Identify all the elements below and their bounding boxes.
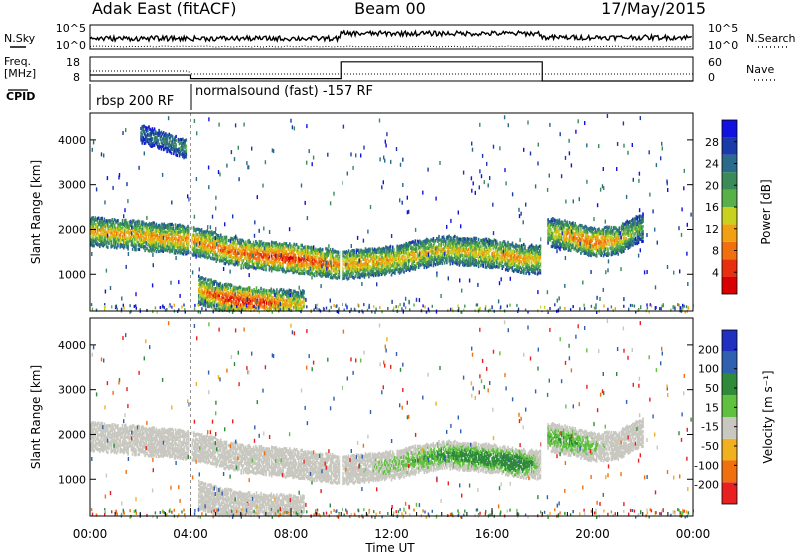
nave-line — [90, 70, 693, 75]
date-title: 17/May/2015 — [601, 0, 706, 18]
power-panel-frame — [89, 112, 694, 312]
freq-trace — [90, 61, 693, 82]
power-colorbar-label: Power [dB] — [759, 179, 773, 244]
time-tick-label: 20:00 — [575, 527, 610, 541]
colorbar-tick-label: 16 — [705, 201, 719, 214]
range-tick-label: 2000 — [58, 223, 86, 236]
nsky-right-tick-top: 10^5 — [708, 22, 738, 35]
time-tick-label: 04:00 — [173, 527, 208, 541]
freq-left-tick-bottom: 8 — [73, 71, 80, 84]
colorbar-swatch — [722, 438, 737, 461]
colorbar-tick-label: 15 — [705, 401, 719, 414]
station-title: Adak East (fitACF) — [92, 0, 236, 18]
colorbar-swatch — [722, 120, 737, 138]
time-tick-label: 12:00 — [374, 527, 409, 541]
nsky-right-tick-bottom: 10^0 — [708, 39, 738, 52]
colorbar-swatch — [722, 241, 737, 260]
power-ylabel: Slant Range [km] — [29, 160, 43, 264]
range-tick-label: 4000 — [58, 134, 86, 147]
colorbar-tick-label: 12 — [705, 223, 719, 236]
colorbar-tick-label: -50 — [701, 440, 719, 453]
time-tick-label: 08:00 — [274, 527, 309, 541]
colorbar-swatch — [722, 373, 737, 396]
freq-line — [90, 61, 693, 82]
freq-unit-label: [MHz] — [4, 67, 36, 80]
freq-left-tick-top: 18 — [66, 56, 80, 69]
nsearch-line — [89, 45, 694, 48]
colorbar-swatch — [722, 330, 737, 352]
time-tick-label: 16:00 — [475, 527, 510, 541]
colorbar-swatch — [722, 154, 737, 173]
range-tick-label: 2000 — [58, 428, 86, 441]
freq-right-tick-bottom: 0 — [708, 71, 715, 84]
nsky-line — [89, 29, 693, 44]
colorbar-tick-label: 24 — [705, 158, 719, 171]
colorbar-swatch — [722, 207, 737, 225]
freq-label: Freq. — [4, 55, 31, 68]
cpid-program-2: normalsound (fast) -157 RF — [195, 84, 373, 99]
colorbar-tick-label: 28 — [705, 136, 719, 149]
colorbar-tick-label: 20 — [705, 179, 719, 192]
beam-title: Beam 00 — [354, 0, 426, 18]
colorbar-tick-label: -15 — [701, 421, 719, 434]
colorbar-swatch — [722, 259, 737, 277]
colorbar-swatch — [722, 172, 737, 190]
power-y-axis: 4000 3000 2000 1000 — [58, 134, 693, 281]
velocity-colorbar-label: Velocity [m s⁻¹] — [761, 370, 775, 463]
power-echo-data — [90, 113, 694, 314]
nsky-left-tick-bottom: 10^0 — [56, 39, 86, 52]
range-tick-label: 1000 — [58, 473, 86, 486]
colorbar-tick-label: 4 — [712, 266, 719, 279]
colorbar-tick-label: 50 — [705, 382, 719, 395]
nsky-trace — [89, 29, 694, 48]
colorbar-tick-label: -200 — [694, 479, 719, 492]
time-tick-label: 00:00 — [73, 527, 108, 541]
freq-right-tick-top: 60 — [708, 56, 722, 69]
nsearch-label: N.Search — [746, 32, 796, 45]
range-tick-label: 4000 — [58, 339, 86, 352]
colorbar-swatch — [722, 224, 737, 242]
nsky-panel-frame — [89, 24, 694, 50]
time-axis-label: Time UT — [364, 541, 415, 554]
range-tick-label: 3000 — [58, 384, 86, 397]
nsky-label: N.Sky — [4, 32, 36, 45]
time-tick-label: 00:00 — [676, 527, 711, 541]
colorbar-swatch — [722, 417, 737, 439]
colorbar-swatch — [722, 276, 737, 294]
cpid-label: CPID — [6, 90, 35, 103]
velocity-colorbar: 200 100 50 15 -15 -50 -100 -200 — [694, 329, 738, 505]
velocity-ylabel: Slant Range [km] — [29, 365, 43, 469]
nsky-left-tick-top: 10^5 — [56, 22, 86, 35]
nave-label: Nave — [746, 63, 774, 76]
colorbar-swatch — [722, 189, 737, 207]
cpid-program-1: rbsp 200 RF — [96, 94, 174, 109]
freq-panel-frame — [89, 56, 694, 82]
colorbar-tick-label: 200 — [698, 343, 719, 356]
velocity-panel-frame — [89, 317, 694, 517]
colorbar-tick-label: -100 — [694, 459, 719, 472]
power-colorbar: 28 24 20 16 12 8 4 — [705, 119, 738, 295]
colorbar-tick-label: 100 — [698, 363, 719, 376]
range-tick-label: 1000 — [58, 268, 86, 281]
velocity-echo-data — [90, 318, 694, 519]
colorbar-swatch — [722, 460, 737, 483]
velocity-y-axis: 4000 3000 2000 1000 — [58, 339, 693, 486]
colorbar-tick-label: 8 — [712, 245, 719, 258]
range-tick-label: 3000 — [58, 179, 86, 192]
colorbar-swatch — [722, 137, 737, 155]
colorbar-swatch — [722, 482, 737, 504]
colorbar-swatch — [722, 351, 737, 374]
colorbar-swatch — [722, 395, 737, 417]
time-axis: 00:00 04:00 08:00 12:00 16:00 20:00 00:00 — [73, 508, 711, 541]
